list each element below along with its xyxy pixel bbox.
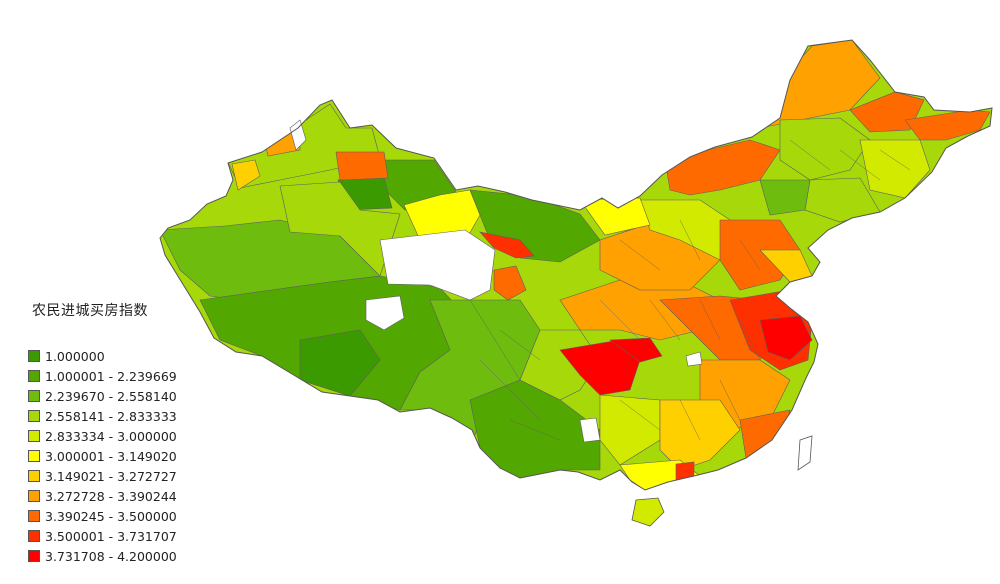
legend-label: 3.272728 - 3.390244 (45, 488, 177, 504)
legend-label: 2.239670 - 2.558140 (45, 388, 177, 404)
legend-item: 2.558141 - 2.833333 (28, 406, 188, 426)
legend-swatch (28, 410, 40, 422)
legend-item: 3.000001 - 3.149020 (28, 446, 188, 466)
legend-item: 3.149021 - 3.272727 (28, 466, 188, 486)
legend-swatch (28, 490, 40, 502)
map-legend: 农民进城买房指数 1.000000 1.000001 - 2.239669 2.23… (28, 300, 188, 566)
legend-label: 3.731708 - 4.200000 (45, 548, 177, 564)
legend-swatch (28, 390, 40, 402)
legend-label: 2.558141 - 2.833333 (45, 408, 177, 424)
legend-swatch (28, 470, 40, 482)
legend-swatch (28, 530, 40, 542)
legend-item: 3.731708 - 4.200000 (28, 546, 188, 566)
legend-items: 1.000000 1.000001 - 2.239669 2.239670 - 2.… (28, 346, 188, 566)
legend-label: 1.000001 - 2.239669 (45, 368, 177, 384)
legend-label: 3.000001 - 3.149020 (45, 448, 177, 464)
legend-item: 3.500001 - 3.731707 (28, 526, 188, 546)
legend-label: 1.000000 (45, 348, 105, 364)
legend-item: 2.833334 - 3.000000 (28, 426, 188, 446)
legend-label: 2.833334 - 3.000000 (45, 428, 177, 444)
legend-swatch (28, 510, 40, 522)
legend-title: 农民进城买房指数 (32, 303, 148, 319)
legend-swatch (28, 550, 40, 562)
legend-swatch (28, 370, 40, 382)
legend-item: 3.390245 - 3.500000 (28, 506, 188, 526)
legend-item: 3.272728 - 3.390244 (28, 486, 188, 506)
legend-item: 1.000001 - 2.239669 (28, 366, 188, 386)
legend-label: 3.149021 - 3.272727 (45, 468, 177, 484)
legend-item: 2.239670 - 2.558140 (28, 386, 188, 406)
legend-swatch (28, 450, 40, 462)
legend-swatch (28, 350, 40, 362)
legend-swatch (28, 430, 40, 442)
legend-item: 1.000000 (28, 346, 188, 366)
legend-label: 3.500001 - 3.731707 (45, 528, 177, 544)
legend-label: 3.390245 - 3.500000 (45, 508, 177, 524)
